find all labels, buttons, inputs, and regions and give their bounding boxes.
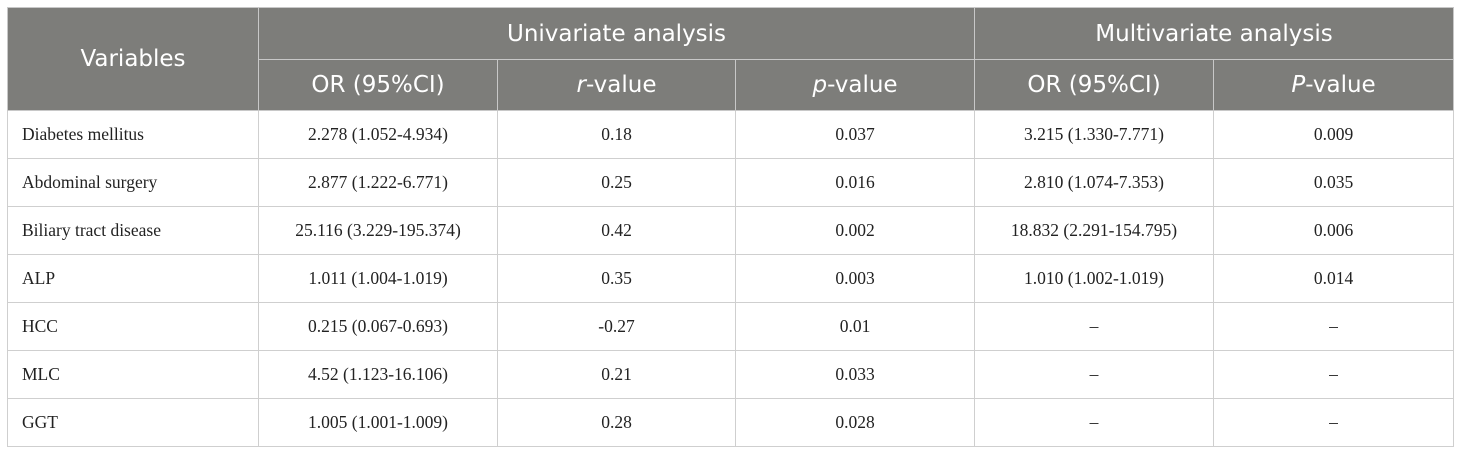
table-row: Abdominal surgery 2.877 (1.222-6.771) 0.… [7,158,1455,207]
cell-multi-or: – [974,350,1215,399]
cell-uni-or: 1.011 (1.004-1.019) [258,254,498,303]
cell-multi-p-value: 0.009 [1213,110,1455,159]
cell-multi-p-value: – [1213,350,1455,399]
cell-variable: HCC [7,302,259,351]
cell-uni-or: 1.005 (1.001-1.009) [258,398,498,447]
cell-multi-p-value: – [1213,398,1455,447]
cell-uni-or: 25.116 (3.229-195.374) [258,206,498,255]
header-multi-p-rest: -value [1305,72,1376,98]
cell-multi-or: – [974,398,1215,447]
cell-multi-p-value: 0.014 [1213,254,1455,303]
cell-variable: Abdominal surgery [7,158,259,207]
cell-r-value: -0.27 [497,302,736,351]
cell-p-value: 0.003 [734,254,976,303]
cell-multi-or: – [974,302,1215,351]
cell-uni-or: 2.877 (1.222-6.771) [258,158,498,207]
header-r-italic: r [576,72,586,98]
header-multivariate: Multivariate analysis [974,7,1455,60]
table-row: Diabetes mellitus 2.278 (1.052-4.934) 0.… [7,110,1455,159]
cell-multi-p-value: 0.035 [1213,158,1455,207]
cell-multi-or: 2.810 (1.074-7.353) [974,158,1215,207]
header-r-value: r-value [497,59,736,111]
header-multi-or: OR (95%CI) [974,59,1215,111]
table-row: GGT 1.005 (1.001-1.009) 0.28 0.028 – – [7,398,1455,447]
cell-uni-or: 2.278 (1.052-4.934) [258,110,498,159]
header-p-italic: p [812,72,828,98]
results-table: Variables Univariate analysis Multivaria… [7,7,1455,447]
cell-multi-or: 18.832 (2.291-154.795) [974,206,1215,255]
cell-uni-or: 4.52 (1.123-16.106) [258,350,498,399]
table-row: ALP 1.011 (1.004-1.019) 0.35 0.003 1.010… [7,254,1455,303]
table-header: Variables Univariate analysis Multivaria… [7,7,1455,111]
cell-r-value: 0.25 [497,158,736,207]
cell-p-value: 0.028 [734,398,976,447]
header-p-rest: -value [827,72,898,98]
header-univariate: Univariate analysis [257,7,976,60]
table-row: MLC 4.52 (1.123-16.106) 0.21 0.033 – – [7,350,1455,399]
cell-p-value: 0.037 [734,110,976,159]
header-multi-p-value: P-value [1213,59,1455,111]
cell-r-value: 0.35 [497,254,736,303]
table-row: HCC 0.215 (0.067-0.693) -0.27 0.01 – – [7,302,1455,351]
cell-r-value: 0.21 [497,350,736,399]
cell-r-value: 0.42 [497,206,736,255]
cell-p-value: 0.033 [734,350,976,399]
header-variables: Variables [7,7,259,111]
cell-variable: Biliary tract disease [7,206,259,255]
cell-p-value: 0.016 [734,158,976,207]
header-r-rest: -value [585,72,657,98]
table-row: Biliary tract disease 25.116 (3.229-195.… [7,206,1455,255]
cell-multi-or: 3.215 (1.330-7.771) [974,110,1215,159]
header-p-value: p-value [734,59,976,111]
cell-p-value: 0.002 [734,206,976,255]
cell-uni-or: 0.215 (0.067-0.693) [258,302,498,351]
table-body: Diabetes mellitus 2.278 (1.052-4.934) 0.… [7,110,1455,447]
header-multi-p-italic: P [1291,72,1306,98]
cell-variable: MLC [7,350,259,399]
header-uni-or: OR (95%CI) [258,59,498,111]
cell-variable: GGT [7,398,259,447]
cell-r-value: 0.18 [497,110,736,159]
cell-variable: Diabetes mellitus [7,110,259,159]
cell-multi-p-value: – [1213,302,1455,351]
cell-multi-or: 1.010 (1.002-1.019) [974,254,1215,303]
cell-variable: ALP [7,254,259,303]
cell-p-value: 0.01 [734,302,976,351]
cell-r-value: 0.28 [497,398,736,447]
cell-multi-p-value: 0.006 [1213,206,1455,255]
